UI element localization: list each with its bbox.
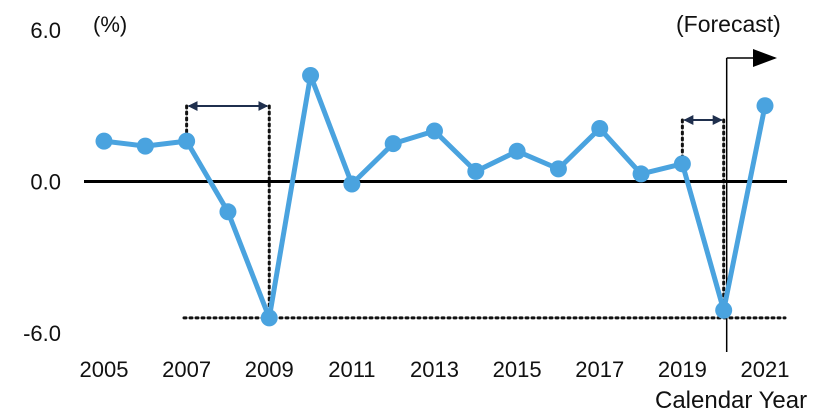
data-point (95, 132, 113, 150)
x-axis-title: Calendar Year (655, 387, 807, 414)
y-tick-label: -6.0 (23, 321, 61, 346)
data-point (302, 66, 320, 84)
x-tick-label: 2015 (493, 357, 542, 382)
x-tick-label: 2005 (80, 357, 129, 382)
data-point (549, 160, 567, 178)
data-point (508, 142, 526, 160)
data-point (343, 175, 361, 193)
x-tick-label: 2011 (328, 357, 375, 382)
x-tick-label: 2007 (162, 357, 211, 382)
data-point (673, 155, 691, 173)
data-point (384, 135, 402, 153)
x-tick-label: 2013 (410, 357, 459, 382)
forecast-label: (Forecast) (676, 11, 781, 37)
unit-label: (%) (93, 12, 127, 37)
data-point (715, 301, 733, 319)
y-tick-label: 0.0 (30, 170, 61, 195)
x-tick-label: 2019 (658, 357, 707, 382)
guides-layer (182, 49, 787, 352)
data-point (178, 132, 196, 150)
data-point (632, 165, 650, 183)
x-tick-labels: 2005 2007 2009 2011 2013 2015 2017 2019 2021 (80, 357, 790, 382)
series-layer (95, 66, 774, 327)
x-tick-label: 2021 (741, 357, 790, 382)
data-point (136, 137, 154, 155)
y-tick-labels: 6.0 0.0 -6.0 (23, 18, 61, 346)
y-tick-label: 6.0 (30, 18, 61, 43)
data-point (756, 97, 774, 115)
data-point (591, 119, 609, 137)
data-point (219, 203, 237, 221)
data-point (426, 122, 443, 140)
series-line (101, 72, 768, 321)
data-point (467, 162, 485, 180)
x-tick-label: 2009 (245, 357, 294, 382)
data-point (260, 309, 278, 327)
x-tick-label: 2017 (575, 357, 624, 382)
